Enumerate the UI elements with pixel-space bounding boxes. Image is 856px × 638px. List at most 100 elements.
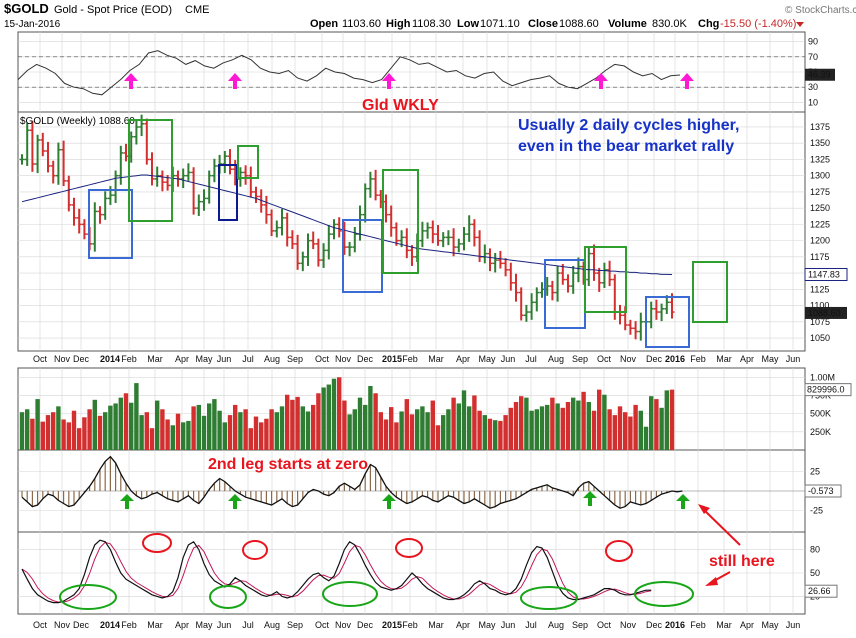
volume-bar [217, 410, 222, 450]
magenta-up-arrow-icon [594, 73, 608, 89]
volume-bar [571, 397, 576, 450]
price-tick-label: 1050 [810, 333, 830, 343]
osc-markers [120, 491, 690, 509]
month-tick-label: Aug [264, 620, 280, 630]
price-bar [529, 293, 535, 320]
volume-bar [45, 415, 51, 450]
month-tick-label: Dec [357, 620, 374, 630]
green-trough-circle [634, 581, 694, 607]
price-bar [196, 194, 202, 216]
price-tick-label: 1175 [810, 252, 829, 262]
instrument-name: Gold - Spot Price (EOD) [54, 4, 172, 16]
price-bar [35, 134, 41, 174]
volume-label: Volume [608, 18, 647, 30]
volume-bar [259, 422, 264, 450]
red-peak-circle [605, 540, 633, 562]
price-bar [269, 209, 275, 237]
price-bar [653, 299, 659, 320]
month-tick-label: 2014 [100, 354, 120, 364]
cycle-note-line-1: Usually 2 daily cycles higher, [518, 117, 739, 134]
month-tick-label: May [478, 354, 496, 364]
price-bar [633, 321, 639, 340]
volume-bar [425, 412, 430, 450]
volume-bar [654, 399, 659, 450]
second-leg-annotation: 2nd leg starts at zero [208, 456, 368, 473]
volume-bar [513, 402, 519, 450]
volume-bar [633, 404, 638, 450]
volume-tick-label: 250K [810, 427, 831, 437]
magenta-up-arrow-icon [228, 73, 242, 89]
price-bar [185, 163, 191, 181]
volume-bar [399, 411, 404, 450]
price-bar [555, 265, 561, 302]
volume-bar [649, 396, 654, 450]
dropdown-arrow-icon[interactable] [796, 22, 804, 27]
price-bar [92, 202, 98, 252]
volume-bar [35, 399, 40, 450]
volume-bar [196, 404, 201, 450]
oscillator-line [21, 455, 683, 509]
month-tick-label: Jul [525, 354, 537, 364]
price-bar [648, 301, 654, 329]
volume-bar [331, 378, 337, 450]
month-tick-label: Jun [501, 354, 516, 364]
rsi-tick-label: 90 [808, 37, 818, 47]
price-bar [451, 228, 457, 257]
month-tick-label: Oct [33, 354, 48, 364]
month-tick-label: Sep [287, 354, 303, 364]
stochastic-tick-label: 80 [810, 545, 820, 555]
volume-bar [415, 409, 420, 450]
price-bar [55, 142, 61, 185]
price-bar [284, 212, 290, 247]
chg-label: Chg [698, 18, 719, 30]
price-bar [201, 189, 207, 211]
price-bar [133, 119, 139, 145]
month-tick-label: Oct [597, 354, 612, 364]
volume-bar [316, 393, 321, 450]
month-tick-label: 2016 [665, 354, 685, 364]
volume-bar [300, 406, 305, 450]
volume-bar [581, 391, 586, 450]
month-tick-label: Sep [572, 354, 588, 364]
volume-bar [30, 418, 35, 450]
volume-bar [467, 406, 472, 450]
month-tick-label: Mar [716, 354, 732, 364]
volume-bar [92, 399, 97, 450]
price-bar [211, 158, 217, 183]
volume-bar [279, 406, 285, 450]
low-label: Low [457, 18, 479, 30]
red-peak-circle [395, 538, 423, 558]
volume-bar [295, 396, 300, 450]
symbol: $GOLD [4, 1, 49, 16]
price-bar [425, 222, 431, 239]
volume-bar [524, 397, 529, 450]
still-here-annotation: still here [698, 504, 775, 586]
volume-bar [113, 403, 118, 450]
volume-bar [165, 419, 170, 450]
volume-bar [118, 397, 123, 450]
volume-bar [519, 396, 524, 450]
oscillator-tick-label: 25 [810, 467, 820, 477]
volume-bar [227, 415, 233, 450]
price-bar [575, 257, 581, 283]
volume-bar [612, 415, 617, 450]
volume-bar [285, 394, 290, 450]
month-tick-label: Jul [242, 354, 254, 364]
green-cycle-box [128, 119, 173, 222]
price-tick-label: 1275 [810, 187, 830, 197]
price-bar [76, 208, 82, 234]
volume-bar [545, 404, 550, 450]
volume-bar [66, 422, 71, 450]
volume-bar [207, 403, 212, 450]
volume-bar [144, 412, 149, 450]
price-bar [279, 208, 285, 236]
month-tick-label: 2014 [100, 620, 120, 630]
month-tick-label: 2015 [382, 354, 402, 364]
price-bar [404, 228, 410, 259]
price-tick-label: 1300 [810, 171, 830, 181]
volume-bar [508, 407, 513, 450]
green-cycle-box [237, 145, 259, 179]
volume-bar [134, 383, 139, 450]
last-close-value: 1088.60 [808, 308, 841, 318]
volume-bar [264, 418, 269, 450]
